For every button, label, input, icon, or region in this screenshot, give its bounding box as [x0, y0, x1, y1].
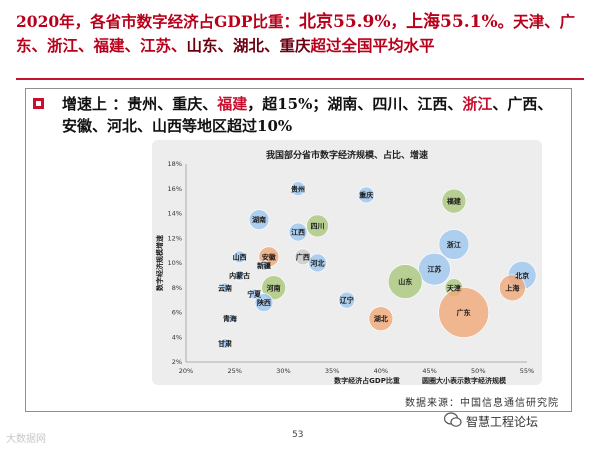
page-number: 53 — [292, 430, 304, 440]
bubble-label: 河南 — [267, 283, 281, 292]
watermark-left: 大数据网 — [6, 434, 46, 445]
y-axis-title: 数字经济规模增速 — [155, 235, 164, 291]
x-tick-label: 40% — [374, 367, 388, 375]
bubble-label: 贵州 — [291, 184, 305, 193]
bubble-point — [368, 306, 394, 331]
bubble-label: 陕西 — [257, 298, 271, 307]
growth-paragraph: 增速上 ：贵州、重庆、福建，超15%；湖南、四川、江西、浙江、广西、安徽、河北、… — [62, 93, 562, 137]
x-tick-label: 30% — [276, 367, 290, 375]
x-tick-label: 35% — [325, 367, 339, 375]
bubble-label: 江西 — [291, 228, 305, 237]
title-part-2: 。天津、广东、浙江、福建、江苏、 — [16, 12, 576, 55]
bubble-point — [357, 186, 375, 204]
bubble-label: 山东 — [398, 277, 412, 286]
bubble-point — [438, 229, 470, 260]
title-divider — [16, 78, 584, 80]
y-tick-label: 2% — [172, 358, 182, 366]
bubble-label: 辽宁 — [340, 296, 354, 305]
bubble-point — [225, 314, 235, 323]
bubble-label: 浙江 — [447, 240, 461, 249]
title-part-3: 山东、湖北、重庆 — [186, 36, 311, 55]
bubble-label: 四川 — [311, 222, 325, 230]
bubble-point — [338, 291, 356, 309]
bubble-label: 安徽 — [262, 252, 277, 261]
bubble-point — [288, 222, 308, 242]
bubble-point — [441, 188, 467, 214]
bubble-point — [248, 209, 270, 230]
bubble-point — [234, 270, 245, 281]
y-tick-label: 12% — [168, 234, 182, 242]
size-legend-note: 圆圈大小表示数字经济规模 — [422, 376, 507, 385]
watermark-right: 智慧工程论坛 — [466, 415, 539, 429]
bubble-label: 重庆 — [359, 190, 373, 199]
bubble-point — [387, 264, 423, 299]
bubble-chart-svg: 20% 25% 30% 35% 40% 45% 50% 55% 2% 4% 6% 8% 10% 12% 14… — [155, 160, 537, 385]
data-source: 数据来源：中国信息通信研究院 — [405, 398, 559, 409]
slide-title: 2020年，各省市数字经济占GDP比重：北京55.9%，上海55.1%。天津、广… — [16, 10, 588, 57]
bubble-label: 新疆 — [257, 261, 271, 270]
y-tick-label: 16% — [168, 185, 182, 193]
y-tick-label: 14% — [168, 210, 182, 218]
x-tick-label: 45% — [422, 367, 436, 375]
bubble-label: 江苏 — [427, 265, 441, 274]
bubble-point — [499, 274, 526, 302]
bubble-point — [261, 275, 286, 301]
y-tick-label: 6% — [172, 309, 182, 317]
bubble-label: 河北 — [311, 259, 325, 268]
bubble-label: 天津 — [447, 283, 461, 292]
bullet-square-icon — [33, 98, 44, 109]
bubble-label: 湖北 — [374, 314, 388, 323]
para-part-1: 增速上 ：贵州、重庆、 — [62, 95, 218, 113]
bubble-label: 山西 — [233, 252, 247, 261]
para-part-3: 、广西、安徽、河北、山西等地区超过10% — [62, 95, 553, 135]
title-beijing: 北京55.9% — [298, 12, 391, 32]
chart-title: 我国部分省市数字经济规模、占比、增速 — [265, 151, 428, 161]
bubble-label: 青海 — [223, 314, 237, 323]
y-tick-label: 4% — [172, 333, 182, 341]
para-zhejiang: 浙江 — [462, 95, 493, 113]
x-tick-label: 20% — [179, 367, 193, 375]
bubble-label: 福建 — [446, 197, 462, 206]
bubble-label: 广东 — [457, 308, 471, 317]
bubble-label: 云南 — [218, 283, 232, 292]
title-part-1: 2020年，各省市数字经济占GDP比重： — [16, 12, 299, 31]
bubble-label: 北京 — [515, 271, 529, 280]
bubble-point — [418, 252, 451, 286]
x-tick-label: 55% — [520, 367, 534, 375]
title-shanghai: 上海55.1% — [406, 12, 498, 32]
x-axis-title: 数字经济占GDP比重 — [334, 376, 400, 385]
y-tick-label: 8% — [172, 284, 182, 292]
bubble-label: 湖南 — [252, 215, 266, 224]
bubble-label: 广西 — [296, 252, 310, 261]
y-tick-label: 18% — [168, 160, 182, 168]
bubble-point — [233, 250, 246, 264]
x-tick-label: 25% — [227, 367, 241, 375]
bubble-point — [254, 293, 274, 312]
bubble-point — [219, 282, 231, 294]
para-fujian: 福建 — [217, 95, 248, 113]
bubble-label: 宁夏 — [247, 289, 262, 298]
bubble-point — [219, 338, 231, 349]
bubble-label: 上海 — [505, 283, 519, 292]
bubble-label: 甘肃 — [218, 339, 232, 348]
wechat-icon — [444, 412, 462, 427]
bubble-point — [438, 287, 489, 338]
bubble-point — [258, 260, 270, 271]
bubble-label: 内蒙古 — [229, 271, 250, 280]
bubble-point — [306, 214, 329, 238]
bubble-point — [248, 288, 260, 300]
title-sep: ， — [390, 12, 407, 31]
para-part-2: ，超15%；湖南、四川、江西、 — [247, 95, 463, 113]
y-tick-label: 10% — [168, 259, 182, 267]
bubble-point — [308, 253, 327, 273]
bubble-chart: 我国部分省市数字经济规模、占比、增速 20% 25% 30% 35% 40% 45% 50%… — [152, 140, 542, 385]
bubble-point — [290, 181, 306, 197]
x-tick-label: 50% — [471, 367, 485, 375]
title-part-4: 超过全国平均水平 — [310, 36, 435, 55]
